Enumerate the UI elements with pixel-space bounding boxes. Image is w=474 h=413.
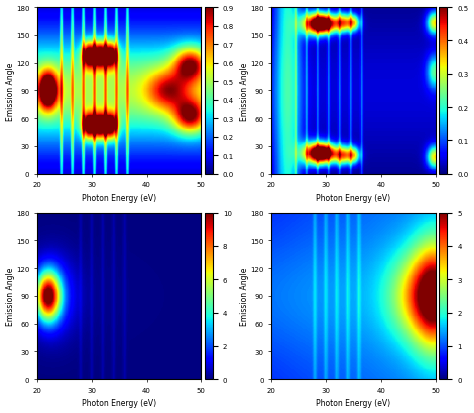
Y-axis label: Emission Angle: Emission Angle bbox=[240, 267, 249, 325]
Y-axis label: Emission Angle: Emission Angle bbox=[6, 62, 15, 120]
X-axis label: Photon Energy (eV): Photon Energy (eV) bbox=[82, 399, 156, 408]
X-axis label: Photon Energy (eV): Photon Energy (eV) bbox=[316, 193, 391, 202]
X-axis label: Photon Energy (eV): Photon Energy (eV) bbox=[316, 399, 391, 408]
X-axis label: Photon Energy (eV): Photon Energy (eV) bbox=[82, 193, 156, 202]
Y-axis label: Emission Angle: Emission Angle bbox=[240, 62, 249, 120]
Y-axis label: Emission Angle: Emission Angle bbox=[6, 267, 15, 325]
